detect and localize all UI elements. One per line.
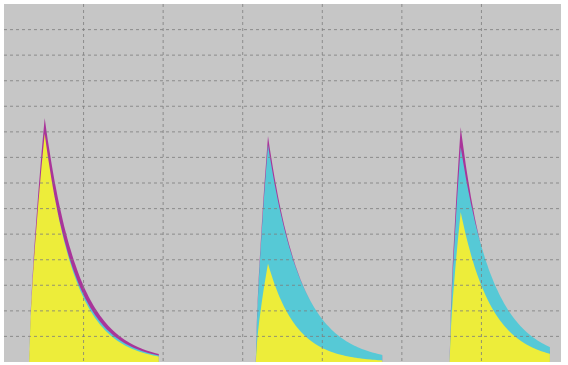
pulse-2-yellow-area [255,263,383,362]
pulse-2-cyan-area [255,145,383,362]
pulse-3-yellow-area [449,212,550,362]
pulse-areas [29,118,550,362]
pulse-1-yellow-area [29,133,159,362]
grid [4,4,561,362]
